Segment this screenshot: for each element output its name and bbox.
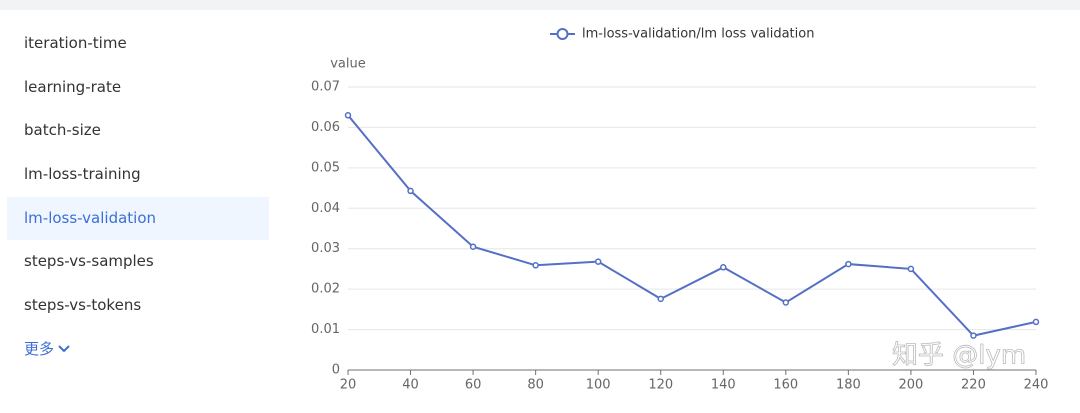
point xyxy=(845,260,852,268)
point xyxy=(907,265,915,273)
y-tick-label: 0.07 xyxy=(311,80,340,95)
y-tick-label: 0.03 xyxy=(311,241,340,256)
sidebar: iteration-time learning-rate batch-size lm-… xyxy=(7,22,269,371)
point xyxy=(344,112,352,119)
menu-item[interactable]: iteration-time xyxy=(24,34,127,52)
point xyxy=(720,264,727,271)
x-tick-label: 120 xyxy=(648,378,673,393)
more-button[interactable]: 更多 xyxy=(7,328,269,371)
legend-marker xyxy=(556,28,569,40)
menu-item[interactable]: learning-rate xyxy=(24,77,122,96)
point xyxy=(657,295,664,303)
x-tick-label: 60 xyxy=(465,378,482,393)
x-tick-label: 40 xyxy=(402,378,419,393)
menu-item[interactable]: steps-vs-tokens xyxy=(24,296,142,315)
x-tick-label: 200 xyxy=(898,378,923,393)
x-tick-label: 20 xyxy=(340,378,357,393)
y-tick-label: 0.06 xyxy=(311,120,340,135)
y-tick-label: 0 xyxy=(332,363,340,378)
x-tick-label: 80 xyxy=(527,378,544,393)
line xyxy=(347,114,1037,337)
y-tick-label: 0.02 xyxy=(311,282,340,297)
menu-item[interactable]: steps-vs-samples xyxy=(24,252,154,271)
point xyxy=(1032,318,1040,326)
x-tick-label: 100 xyxy=(586,378,611,393)
point xyxy=(532,262,539,269)
menu-item[interactable]: batch-size xyxy=(24,121,101,140)
chevron xyxy=(58,345,70,353)
point xyxy=(407,187,414,195)
x-tick-label: 140 xyxy=(711,378,736,393)
y-tick-label: 0.04 xyxy=(311,201,340,216)
point xyxy=(594,258,602,265)
watermark: 知乎 @lym xyxy=(892,341,1026,371)
menu-item[interactable]: lm-loss-training xyxy=(24,165,141,184)
x-tick-label: 220 xyxy=(961,378,986,393)
menu-item[interactable]: lm-loss-validation xyxy=(7,196,269,241)
y-tick-label: 0.05 xyxy=(311,160,340,175)
y-tick-label: 0.01 xyxy=(311,322,340,337)
point xyxy=(970,332,977,339)
point xyxy=(782,299,790,306)
x-tick-label: 240 xyxy=(1024,378,1049,393)
top-bar xyxy=(0,0,1080,10)
more-label[interactable]: 更多 xyxy=(24,339,55,358)
x-tick-label: 180 xyxy=(836,378,861,393)
point xyxy=(469,243,477,250)
x-tick-label: 160 xyxy=(773,378,798,393)
y-axis-label: value xyxy=(330,57,366,72)
legend-label: lm-loss-validation/lm loss validation xyxy=(582,27,814,42)
